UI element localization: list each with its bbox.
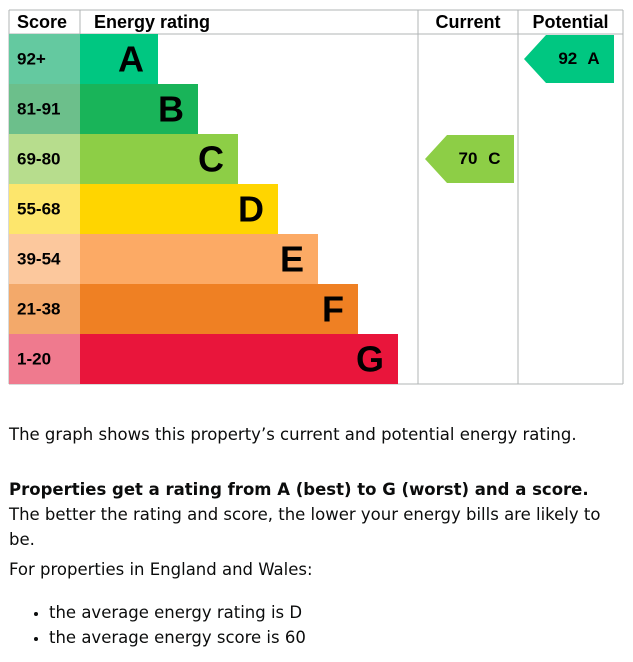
paragraph: Properties get a rating from A (best) to… [9, 477, 624, 552]
list-item: the average energy score is 60 [49, 625, 306, 650]
score-range: 69-80 [17, 149, 60, 168]
score-range: 55-68 [17, 199, 60, 218]
rating-letter: B [158, 89, 184, 130]
rating-bar [80, 84, 198, 134]
paragraph: For properties in England and Wales: [9, 560, 313, 579]
score-cell [9, 84, 80, 134]
rating-letter: C [488, 149, 500, 168]
rating-bar [80, 334, 398, 384]
epc-chart: Score Energy rating Current Potential 92+ A 81… [8, 9, 624, 385]
score-range: 39-54 [17, 249, 61, 268]
score-cell [9, 334, 80, 384]
score-range: 81-91 [17, 99, 60, 118]
rating-letter: G [356, 339, 384, 380]
score-cell [9, 34, 80, 84]
rating-score: 92 [558, 49, 577, 68]
score-range: 21-38 [17, 299, 60, 318]
current-rating: 70 C [425, 135, 514, 183]
rating-label: 92 A [558, 49, 599, 68]
score-cell [9, 284, 80, 334]
score-range: 92+ [17, 49, 46, 68]
rating-bar [80, 284, 358, 334]
score-range: 1-20 [17, 349, 51, 368]
rating-arrow [425, 135, 514, 183]
rating-letter: E [280, 239, 304, 280]
bold-text: Properties get a rating from A (best) to… [9, 480, 589, 499]
list-item: the average energy rating is D [49, 600, 306, 625]
potential-rating: 92 A [524, 35, 614, 83]
list: the average energy rating is D the avera… [9, 600, 306, 650]
rating-bar [80, 34, 158, 84]
rating-letter: D [238, 189, 264, 230]
score-cell [9, 184, 80, 234]
column-header: Score [17, 12, 67, 32]
paragraph: The graph shows this property’s current … [9, 425, 577, 444]
column-header: Energy rating [94, 12, 210, 32]
score-cell [9, 234, 80, 284]
rating-bar [80, 184, 278, 234]
column-header: Potential [532, 12, 608, 32]
rating-arrow [524, 35, 614, 83]
rating-bar [80, 234, 318, 284]
column-header: Current [435, 12, 500, 32]
score-cell [9, 134, 80, 184]
rating-letter: C [198, 139, 224, 180]
rating-letter: F [322, 289, 344, 330]
rating-bar [80, 134, 238, 184]
rating-score: 70 [459, 149, 478, 168]
text: The better the rating and score, the low… [9, 505, 601, 549]
rating-letter: A [118, 39, 144, 80]
rating-letter: A [587, 49, 599, 68]
rating-label: 70 C [459, 149, 501, 168]
